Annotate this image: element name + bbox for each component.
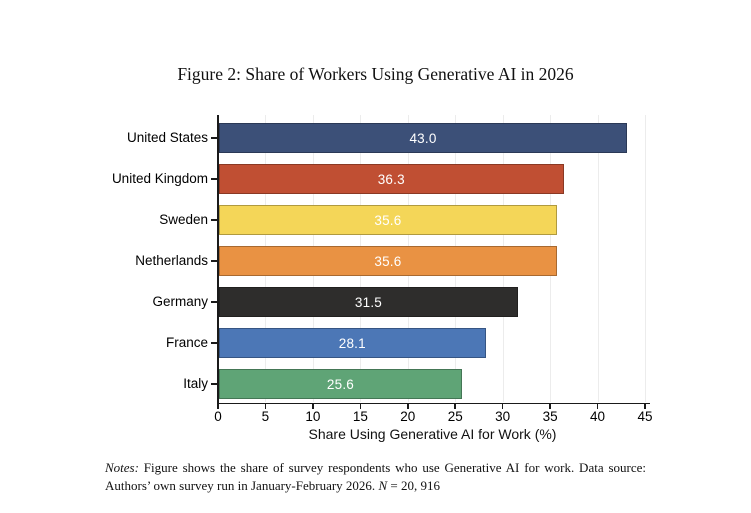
x-axis-tick-label: 15	[352, 409, 368, 424]
x-axis-tick-mark	[644, 403, 646, 409]
x-axis-tick-mark	[264, 403, 267, 409]
gridline	[597, 115, 599, 402]
category-tick-mark	[210, 178, 217, 180]
bar: 35.6	[219, 246, 557, 276]
category-label: United States	[126, 130, 208, 145]
x-axis-tick-label: 45	[637, 409, 653, 424]
bar-value-label: 31.5	[354, 294, 382, 310]
bar-value-label: 28.1	[338, 335, 366, 351]
x-axis-line	[217, 402, 650, 404]
bar-value-label: 35.6	[374, 212, 402, 228]
notes-text-1: Figure shows the share of survey respond…	[138, 460, 646, 475]
bar-value-label: 25.6	[326, 376, 354, 392]
category-label: Germany	[152, 294, 208, 309]
x-axis-title: Share Using Generative AI for Work (%)	[308, 426, 557, 442]
x-axis-tick-label: 20	[400, 409, 416, 424]
bar: 35.6	[219, 205, 557, 235]
x-axis-tick-label: 25	[447, 409, 463, 424]
x-axis-tick-mark	[596, 403, 599, 409]
x-axis-tick-label: 0	[214, 409, 222, 424]
x-axis-tick-mark	[312, 403, 314, 409]
notes-text-2: Authors’ own survey run in January-Febru…	[105, 477, 379, 493]
category-tick-mark	[210, 219, 217, 221]
x-axis-tick-mark	[454, 403, 456, 409]
category-tick-mark	[210, 301, 217, 303]
notes-label: Notes:	[105, 460, 139, 475]
category-label: Sweden	[159, 212, 208, 227]
category-label: Netherlands	[135, 253, 208, 268]
sample-size-value: = 20, 916	[387, 477, 440, 493]
bar: 36.3	[219, 164, 564, 194]
x-axis-tick-label: 5	[261, 409, 270, 424]
notes-line-2: Authors’ own survey run in January-Febru…	[105, 477, 665, 495]
x-axis-tick-label: 40	[590, 409, 606, 424]
category-label: France	[165, 335, 208, 350]
notes-line-1: Notes: Figure shows the share of survey …	[105, 459, 665, 477]
figure-title: Figure 2: Share of Workers Using Generat…	[177, 64, 574, 84]
bar: 28.1	[219, 328, 486, 358]
bar: 25.6	[219, 369, 462, 399]
x-axis-tick-mark	[217, 403, 219, 409]
figure-notes: Notes: Figure shows the share of survey …	[105, 459, 665, 494]
y-axis-line	[217, 115, 219, 403]
bar-value-label: 43.0	[409, 130, 437, 146]
category-label: United Kingdom	[111, 171, 208, 186]
sample-size-symbol: N	[378, 477, 388, 493]
x-axis-tick-mark	[549, 403, 551, 409]
x-axis-tick-label: 10	[305, 409, 321, 424]
bar-value-label: 35.6	[374, 253, 402, 269]
x-axis-tick-label: 30	[495, 409, 511, 424]
bar: 43.0	[219, 123, 627, 153]
x-axis-tick-mark	[359, 403, 362, 409]
x-axis-tick-label: 35	[542, 409, 558, 424]
bar: 31.5	[219, 287, 518, 317]
category-tick-mark	[210, 383, 217, 385]
category-label: Italy	[183, 376, 208, 391]
category-tick-mark	[210, 260, 217, 262]
bar-value-label: 36.3	[377, 171, 405, 187]
gridline	[645, 115, 646, 402]
x-axis-tick-mark	[407, 403, 409, 409]
x-axis-tick-mark	[501, 403, 504, 409]
category-tick-mark	[210, 137, 217, 139]
category-tick-mark	[210, 342, 217, 344]
